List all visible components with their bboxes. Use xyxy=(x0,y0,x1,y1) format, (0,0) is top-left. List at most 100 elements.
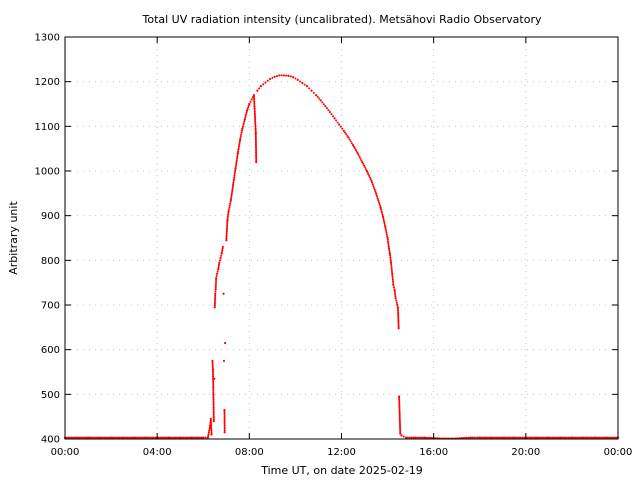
data-point xyxy=(392,283,395,286)
data-point xyxy=(383,222,386,225)
data-point xyxy=(225,227,228,230)
data-point xyxy=(294,77,297,80)
data-point xyxy=(380,210,383,213)
data-point xyxy=(254,138,257,141)
data-point xyxy=(327,109,330,112)
data-point xyxy=(394,293,397,296)
data-point xyxy=(241,129,244,132)
data-point xyxy=(73,436,76,439)
data-point xyxy=(392,286,395,289)
data-point xyxy=(402,435,405,438)
y-tick-label: 1200 xyxy=(35,77,60,88)
data-point xyxy=(423,436,426,439)
data-point xyxy=(255,160,258,164)
x-axis-label: Time UT, on date 2025-02-19 xyxy=(260,464,423,477)
data-point xyxy=(495,436,498,439)
data-point xyxy=(516,436,519,439)
data-points xyxy=(63,74,620,440)
data-point xyxy=(301,81,304,85)
data-point xyxy=(167,436,170,439)
data-point xyxy=(490,436,493,439)
data-point xyxy=(365,169,368,173)
data-point xyxy=(83,436,86,439)
data-point xyxy=(223,412,226,415)
data-point xyxy=(214,284,217,287)
data-point xyxy=(80,436,83,439)
data-point xyxy=(335,119,338,122)
data-point xyxy=(253,102,256,105)
data-point xyxy=(177,436,180,439)
data-point xyxy=(212,391,215,394)
data-point xyxy=(211,370,214,373)
data-point xyxy=(513,436,516,439)
data-point xyxy=(212,411,215,414)
data-point xyxy=(223,417,226,420)
data-point xyxy=(389,257,392,260)
data-point xyxy=(254,122,257,125)
data-point xyxy=(579,436,582,439)
data-point xyxy=(496,436,499,439)
data-point xyxy=(254,131,257,135)
data-point xyxy=(593,436,597,439)
data-point xyxy=(427,436,430,439)
data-point xyxy=(225,237,228,240)
data-point xyxy=(262,83,265,86)
data-point xyxy=(376,195,379,198)
data-point xyxy=(221,249,224,252)
data-point xyxy=(88,436,91,439)
data-point xyxy=(235,164,238,167)
data-point xyxy=(364,168,367,171)
data-point xyxy=(391,272,394,275)
x-tick-label: 16:00 xyxy=(419,447,448,458)
data-point xyxy=(390,270,393,273)
data-point xyxy=(381,211,384,214)
data-point xyxy=(412,436,415,439)
data-point xyxy=(386,236,389,240)
data-point xyxy=(212,398,215,401)
data-point xyxy=(255,146,258,149)
data-point xyxy=(247,104,250,107)
data-point xyxy=(508,436,511,439)
data-point xyxy=(231,188,234,191)
data-point xyxy=(511,436,514,439)
data-point xyxy=(258,87,261,90)
data-point xyxy=(355,150,358,153)
data-point xyxy=(410,436,413,439)
data-point xyxy=(392,282,395,285)
data-point xyxy=(391,274,394,277)
data-point xyxy=(207,431,210,434)
data-point xyxy=(310,89,313,92)
data-point xyxy=(399,427,402,430)
data-point xyxy=(212,375,215,378)
data-point xyxy=(321,101,324,104)
data-point xyxy=(108,436,111,439)
data-point xyxy=(397,309,400,312)
data-point xyxy=(126,436,129,439)
data-point xyxy=(378,203,381,206)
data-point xyxy=(209,419,212,422)
data-point xyxy=(397,307,400,310)
data-point xyxy=(541,436,544,439)
data-point xyxy=(214,296,217,299)
data-point xyxy=(254,125,257,128)
data-point xyxy=(253,115,256,118)
y-tick-label: 1100 xyxy=(35,122,60,133)
data-point xyxy=(77,436,80,439)
data-point xyxy=(248,102,251,106)
data-point xyxy=(394,297,397,300)
data-point xyxy=(225,232,228,235)
data-point xyxy=(381,215,385,218)
data-point xyxy=(356,152,359,155)
data-point xyxy=(397,317,400,320)
data-point xyxy=(212,401,215,404)
data-point xyxy=(398,413,401,416)
data-point xyxy=(254,120,257,123)
data-point xyxy=(234,167,237,170)
data-point xyxy=(398,410,401,413)
data-point xyxy=(210,423,213,426)
data-point xyxy=(212,408,215,411)
data-point xyxy=(570,436,574,439)
data-point xyxy=(607,436,610,439)
data-point xyxy=(242,123,245,126)
data-point xyxy=(357,153,360,156)
